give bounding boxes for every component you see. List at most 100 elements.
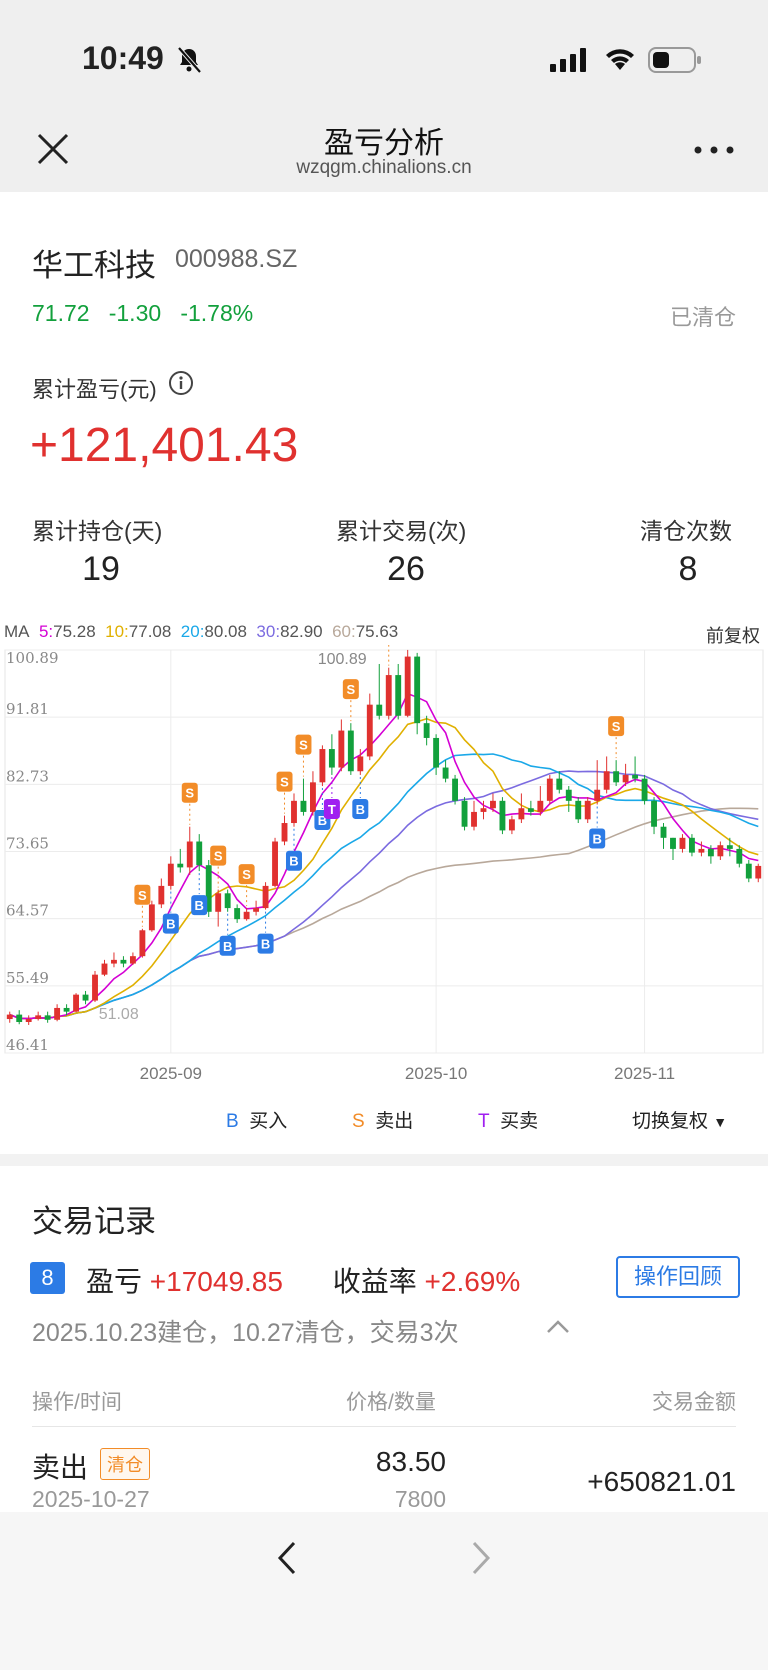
stat-value-trades: 26 — [387, 550, 425, 588]
forward-icon[interactable] — [470, 1540, 492, 1576]
record-amount: +650821.01 — [587, 1466, 736, 1497]
candle-body — [310, 782, 316, 812]
candle-body — [243, 911, 250, 920]
col-header-amount: 交易金额 — [652, 1391, 736, 1414]
candle-body — [347, 730, 354, 772]
record-period: 2025.10.23建仓，10.27清仓，交易3次 — [32, 1319, 459, 1347]
switch-fq-dropdown[interactable]: 切换复权 ▼ — [632, 1106, 727, 1133]
candle-body — [44, 1015, 51, 1020]
candle-body — [575, 800, 582, 820]
info-icon[interactable] — [168, 370, 194, 396]
candle-body — [385, 675, 392, 716]
candle-body — [508, 819, 515, 831]
stock-price: 71.72 — [32, 300, 90, 326]
candle-body — [101, 963, 108, 975]
status-bar: 10:49 — [0, 0, 768, 118]
stock-change-pct: -1.78% — [180, 300, 254, 326]
candle-body — [480, 808, 487, 812]
sell-marker — [181, 782, 198, 803]
buy-marker — [191, 895, 208, 916]
legend-sell: S 卖出 — [352, 1106, 413, 1133]
marker-label: B — [356, 802, 365, 817]
more-icon[interactable] — [694, 146, 734, 154]
candle-body — [546, 778, 553, 801]
marker-label: S — [214, 849, 223, 864]
stat-label-clearances: 清仓次数 — [640, 518, 732, 544]
legend-buy-key: B — [226, 1111, 239, 1132]
candle-body — [120, 959, 127, 964]
ma20-value: 80.08 — [204, 622, 247, 641]
candle-body — [471, 811, 477, 827]
total-pl-value: +121,401.43 — [30, 419, 299, 472]
candle-body — [196, 841, 203, 866]
stock-code: 000988.SZ — [175, 245, 298, 273]
records-title: 交易记录 — [32, 1204, 156, 1239]
candle-body — [319, 749, 326, 783]
wifi-icon — [606, 49, 634, 70]
candle-body — [186, 841, 193, 868]
candle-body — [328, 749, 335, 768]
candle-body — [73, 994, 79, 1012]
candle-body — [613, 771, 620, 783]
buy-marker — [257, 933, 274, 954]
x-tick-label: 2025-11 — [614, 1064, 675, 1083]
candle-body — [679, 837, 686, 849]
sell-marker — [238, 864, 255, 885]
legend-sell-key: S — [352, 1111, 365, 1132]
candle-body — [35, 1015, 42, 1020]
nav-bar — [0, 100, 768, 192]
candle-body — [755, 865, 762, 879]
marker-label: S — [280, 775, 289, 790]
candle-body — [395, 675, 402, 716]
candle-body — [452, 778, 458, 801]
candle-body — [518, 808, 525, 820]
ma-legend: MA 5:75.28 10:77.08 20:80.08 30:82.90 60… — [4, 622, 398, 642]
clock: 10:49 — [82, 40, 164, 76]
col-header-action: 操作/时间 — [32, 1391, 122, 1414]
ma10-line — [9, 717, 759, 1020]
fq-toggle[interactable]: 前复权 — [706, 626, 760, 646]
candle-body — [404, 656, 411, 716]
ma10-value: 77.08 — [128, 622, 172, 641]
marker-label: S — [185, 786, 194, 801]
candle-body — [357, 756, 364, 772]
stat-label-trades: 累计交易(次) — [336, 518, 467, 544]
chevron-up-icon[interactable] — [546, 1318, 570, 1334]
candle-body — [215, 893, 222, 912]
stat-label-hold-days: 累计持仓(天) — [32, 518, 163, 544]
candle-body — [689, 837, 695, 853]
legend-sell-label: 卖出 — [375, 1111, 414, 1132]
record-qty: 7800 — [394, 1486, 446, 1512]
candle-body — [63, 1007, 70, 1012]
candle-body — [565, 789, 572, 801]
review-button[interactable]: 操作回顾 — [616, 1256, 740, 1298]
candle-body — [338, 730, 345, 768]
candle-body — [25, 1019, 32, 1023]
cellular-signal-icon — [550, 48, 586, 72]
y-tick-label: 46.41 — [6, 1036, 49, 1054]
candle-body — [224, 893, 231, 909]
candle-body — [16, 1014, 23, 1023]
back-icon[interactable] — [276, 1540, 298, 1576]
marker-label: B — [195, 898, 204, 913]
ma5-line — [9, 692, 759, 1020]
buy-marker — [285, 850, 302, 871]
close-icon[interactable] — [36, 132, 70, 166]
legend-both-label: 买卖 — [500, 1111, 539, 1132]
y-tick-label: 100.89 — [6, 649, 59, 667]
marker-label: B — [223, 939, 232, 954]
candle-body — [556, 778, 563, 790]
sell-marker — [134, 884, 151, 905]
buy-marker — [352, 798, 369, 819]
candle-body — [698, 848, 705, 853]
candle-body — [129, 956, 136, 964]
record-pl-label: 盈亏 — [86, 1266, 143, 1297]
marker-label: T — [328, 802, 336, 817]
ma5-value: 75.28 — [53, 622, 96, 641]
legend-buy-label: 买入 — [249, 1111, 288, 1132]
ma30-key: 30: — [256, 622, 281, 641]
legend-both-key: T — [478, 1111, 490, 1132]
record-rate-value: +2.69% — [424, 1266, 521, 1297]
candle-body — [527, 808, 534, 812]
min-price-annotation: 51.08 — [99, 1006, 139, 1023]
